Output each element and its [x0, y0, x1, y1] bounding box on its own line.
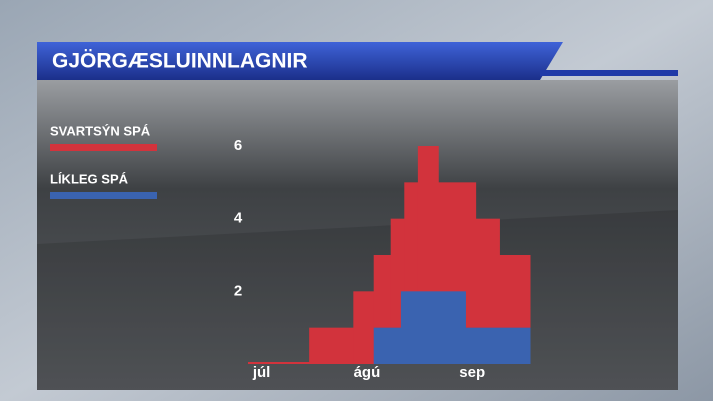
legend-swatch: [50, 192, 157, 199]
legend-label: LÍKLEG SPÁ: [50, 171, 129, 186]
chart-title: GJÖRGÆSLUINNLAGNIR: [52, 50, 308, 73]
bar: [373, 327, 402, 364]
bar: [248, 362, 310, 364]
y-tick-label: 4: [234, 210, 243, 227]
x-tick-label: sep: [459, 364, 485, 381]
x-tick-label: ágú: [354, 364, 381, 381]
x-tick-label: júl: [252, 364, 271, 381]
y-tick-label: 2: [234, 282, 242, 299]
legend-swatch: [50, 144, 157, 151]
title-bar: [37, 42, 563, 80]
bar: [465, 327, 531, 364]
legend-label: SVARTSÝN SPÁ: [50, 123, 151, 138]
bar: [309, 327, 354, 364]
bar: [353, 291, 375, 364]
bar: [400, 291, 466, 364]
y-tick-label: 6: [234, 137, 242, 154]
title-bar-line: [540, 70, 678, 76]
